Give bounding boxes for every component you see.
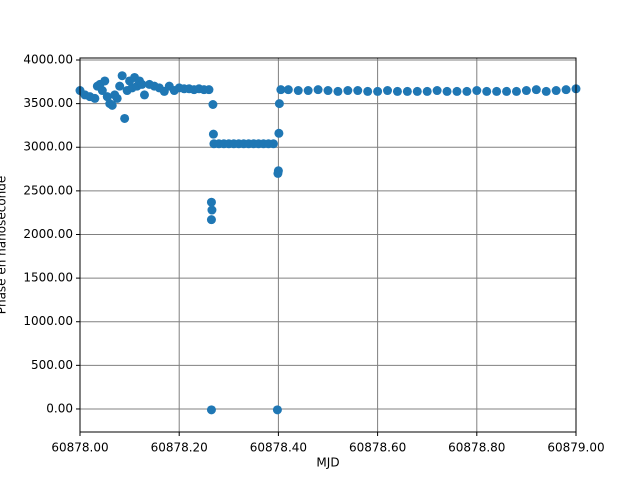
point — [521, 86, 531, 96]
point — [274, 128, 284, 138]
x-tick-label: 60878.40 — [250, 441, 307, 455]
x-tick-label: 60878.00 — [51, 441, 108, 455]
point — [541, 86, 551, 96]
point — [313, 85, 323, 95]
point — [97, 86, 107, 96]
point — [492, 86, 502, 96]
y-axis-label: Phase en nanoseconde — [0, 176, 9, 315]
point — [511, 86, 521, 96]
point — [139, 90, 149, 100]
point — [276, 85, 286, 95]
point — [120, 113, 130, 123]
point — [208, 129, 218, 139]
point — [392, 86, 402, 96]
y-tick-label: 2000.00 — [23, 227, 73, 241]
y-tick-label: 4000.00 — [23, 53, 73, 67]
point — [383, 86, 393, 96]
x-tick-label: 60878.20 — [151, 441, 208, 455]
point — [117, 71, 127, 81]
y-tick-label: 500.00 — [31, 358, 73, 372]
point — [452, 86, 462, 96]
point — [137, 79, 147, 89]
point — [272, 405, 282, 415]
plot-frame — [79, 57, 577, 433]
x-tick-label: 60878.60 — [349, 441, 406, 455]
y-tick-label: 3000.00 — [23, 140, 73, 154]
point — [112, 93, 122, 103]
y-tick-label: 3500.00 — [23, 96, 73, 110]
point — [472, 86, 482, 96]
point — [551, 86, 561, 96]
y-tick-label: 1000.00 — [23, 314, 73, 328]
point — [333, 86, 343, 96]
point — [204, 85, 214, 95]
y-tick-label: 0.00 — [46, 401, 73, 415]
point — [283, 85, 293, 95]
point — [442, 86, 452, 96]
point — [432, 86, 442, 96]
point — [268, 139, 278, 149]
point — [293, 86, 303, 96]
point — [303, 86, 313, 96]
point — [115, 81, 125, 91]
point — [402, 86, 412, 96]
point — [107, 100, 117, 110]
point — [273, 166, 283, 176]
point — [531, 85, 541, 95]
point — [208, 99, 218, 109]
point — [353, 86, 363, 96]
point — [422, 86, 432, 96]
point — [482, 86, 492, 96]
point — [412, 86, 422, 96]
point — [207, 205, 217, 215]
point — [462, 86, 472, 96]
point — [206, 197, 216, 207]
y-tick-label: 1500.00 — [23, 271, 73, 285]
point — [502, 86, 512, 96]
point — [561, 85, 571, 95]
x-tick-label: 60878.80 — [448, 441, 505, 455]
point — [274, 99, 284, 109]
y-tick-label: 2500.00 — [23, 183, 73, 197]
point — [90, 93, 100, 103]
point — [100, 76, 110, 86]
point — [323, 86, 333, 96]
point — [343, 86, 353, 96]
x-axis-label: MJD — [316, 456, 339, 470]
point — [363, 86, 373, 96]
x-tick-label: 60879.00 — [547, 441, 604, 455]
point — [102, 92, 112, 102]
point — [206, 405, 216, 415]
point — [373, 86, 383, 96]
point — [206, 215, 216, 225]
